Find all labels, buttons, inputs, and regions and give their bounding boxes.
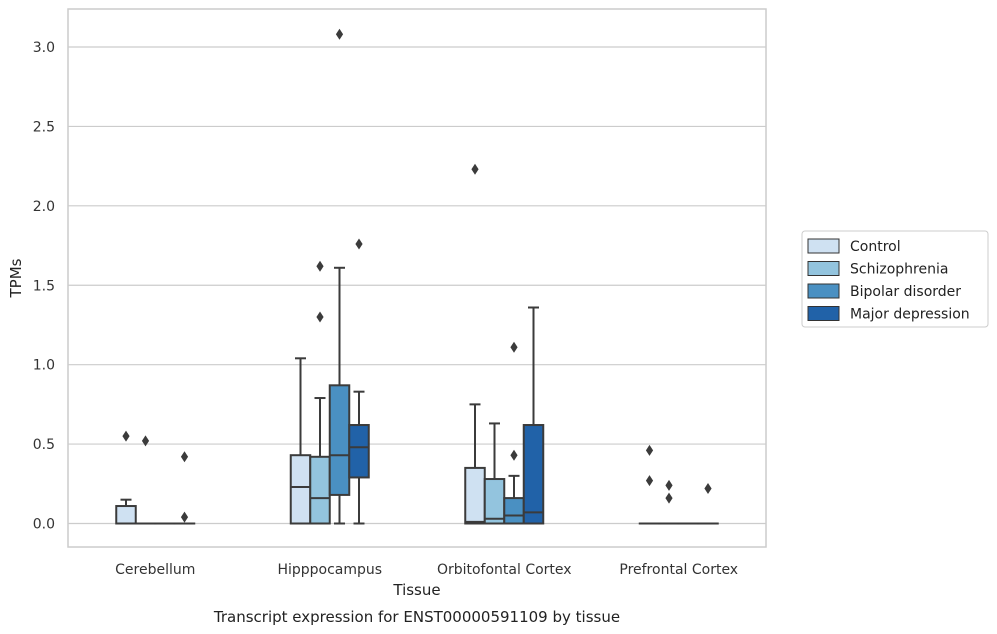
outlier-point [180,451,189,463]
y-tick-label: 0.5 [33,437,55,453]
box-schizophrenia [309,260,331,525]
outlier-point [316,311,324,323]
gridlines [68,46,766,525]
legend-swatch [807,306,840,321]
outlier-point [704,483,712,495]
box-major-depression [697,483,719,525]
outlier-point [645,444,654,456]
outlier-point [510,341,518,353]
box-body [464,466,486,525]
x-tick-label: Hipppocampus [277,562,382,578]
legend-label: Control [850,239,901,255]
y-axis-label: TPMs [7,258,25,298]
box-schizophrenia [483,422,506,525]
box-body [309,455,331,525]
box-bipolar-disorder [503,341,525,525]
box-body [328,384,351,496]
box-control [115,430,137,525]
outlier-point [180,511,189,523]
box-bipolar-disorder [328,28,351,525]
legend-item: Schizophrenia [807,261,948,278]
box-body [483,478,506,525]
x-tick-label: Prefrontal Cortex [619,562,738,578]
outlier-point [665,479,673,491]
chart-caption: Transcript expression for ENST0000059110… [213,608,620,626]
box-control [289,357,312,525]
y-tick-label: 2.0 [33,199,55,215]
legend-frame [801,230,989,328]
legend-swatch [807,283,840,299]
y-tick-label: 1.0 [33,358,55,374]
x-tick-label: Orbitofontal Cortex [437,562,572,578]
outlier-point [141,435,150,447]
box-body [348,424,370,479]
y-tick-label: 0.0 [33,517,55,533]
outlier-point [665,492,673,504]
outlier-point [471,163,479,175]
outlier-point [122,430,130,442]
boxes [115,28,719,525]
plot-frame [67,8,767,548]
box-control [638,444,661,525]
box-major-depression [348,238,370,525]
legend-item: Bipolar disorder [807,283,961,300]
x-axis-label: Tissue [392,581,440,599]
y-tick-labels: 0.0 0.5 1.0 1.5 2.0 2.5 3.0 [33,40,55,533]
box-body [289,454,312,525]
box-major-depression [173,451,196,525]
x-tick-labels: Cerebellum Hipppocampus Orbitofontal Corte… [115,562,738,578]
box-schizophrenia [658,479,680,525]
box-schizophrenia [134,435,157,525]
x-tick-label: Cerebellum [115,562,195,578]
legend-swatch [807,261,840,276]
box-body [503,497,525,525]
legend-item: Major depression [807,306,970,323]
outlier-point [316,260,324,272]
legend-label: Bipolar disorder [850,284,961,300]
box-body [522,424,545,525]
box-major-depression [522,306,545,525]
box-control [464,163,486,525]
legend: Control Schizophrenia Bipolar disorder Majo… [801,230,989,328]
y-tick-label: 2.5 [33,119,55,135]
y-tick-label: 1.5 [33,278,55,294]
legend-label: Major depression [850,307,970,323]
legend-label: Schizophrenia [850,262,948,278]
outlier-point [355,238,363,250]
legend-item: Control [807,238,901,255]
outlier-point [510,449,518,461]
y-tick-label: 3.0 [33,40,55,56]
box-body [115,505,137,525]
outlier-point [335,28,344,40]
outlier-point [645,475,654,487]
legend-swatch [807,238,840,254]
